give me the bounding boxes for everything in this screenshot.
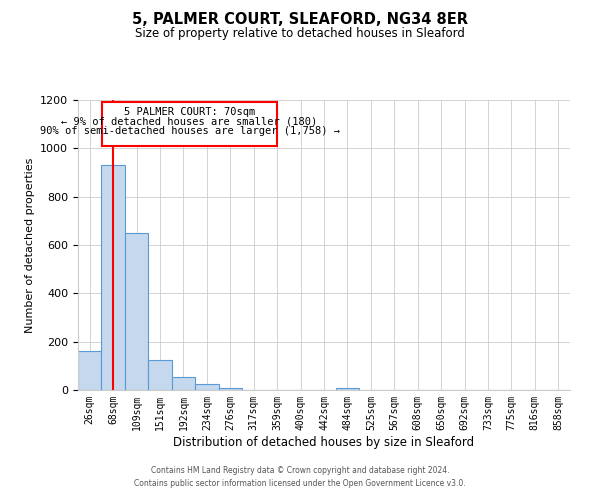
Text: 5, PALMER COURT, SLEAFORD, NG34 8ER: 5, PALMER COURT, SLEAFORD, NG34 8ER [132, 12, 468, 28]
Bar [336, 388, 359, 390]
Bar [101, 165, 125, 390]
Y-axis label: Number of detached properties: Number of detached properties [25, 158, 35, 332]
Bar [172, 376, 195, 390]
Bar [148, 360, 172, 390]
Text: Size of property relative to detached houses in Sleaford: Size of property relative to detached ho… [135, 28, 465, 40]
Bar [78, 352, 101, 390]
Text: 90% of semi-detached houses are larger (1,758) →: 90% of semi-detached houses are larger (… [40, 126, 340, 136]
X-axis label: Distribution of detached houses by size in Sleaford: Distribution of detached houses by size … [173, 436, 475, 448]
Text: Contains HM Land Registry data © Crown copyright and database right 2024.
Contai: Contains HM Land Registry data © Crown c… [134, 466, 466, 487]
Text: 5 PALMER COURT: 70sqm: 5 PALMER COURT: 70sqm [124, 107, 255, 117]
Bar [102, 102, 277, 146]
Bar [125, 233, 148, 390]
Bar [218, 388, 242, 390]
Text: ← 9% of detached houses are smaller (180): ← 9% of detached houses are smaller (180… [61, 116, 317, 126]
Bar [195, 384, 218, 390]
